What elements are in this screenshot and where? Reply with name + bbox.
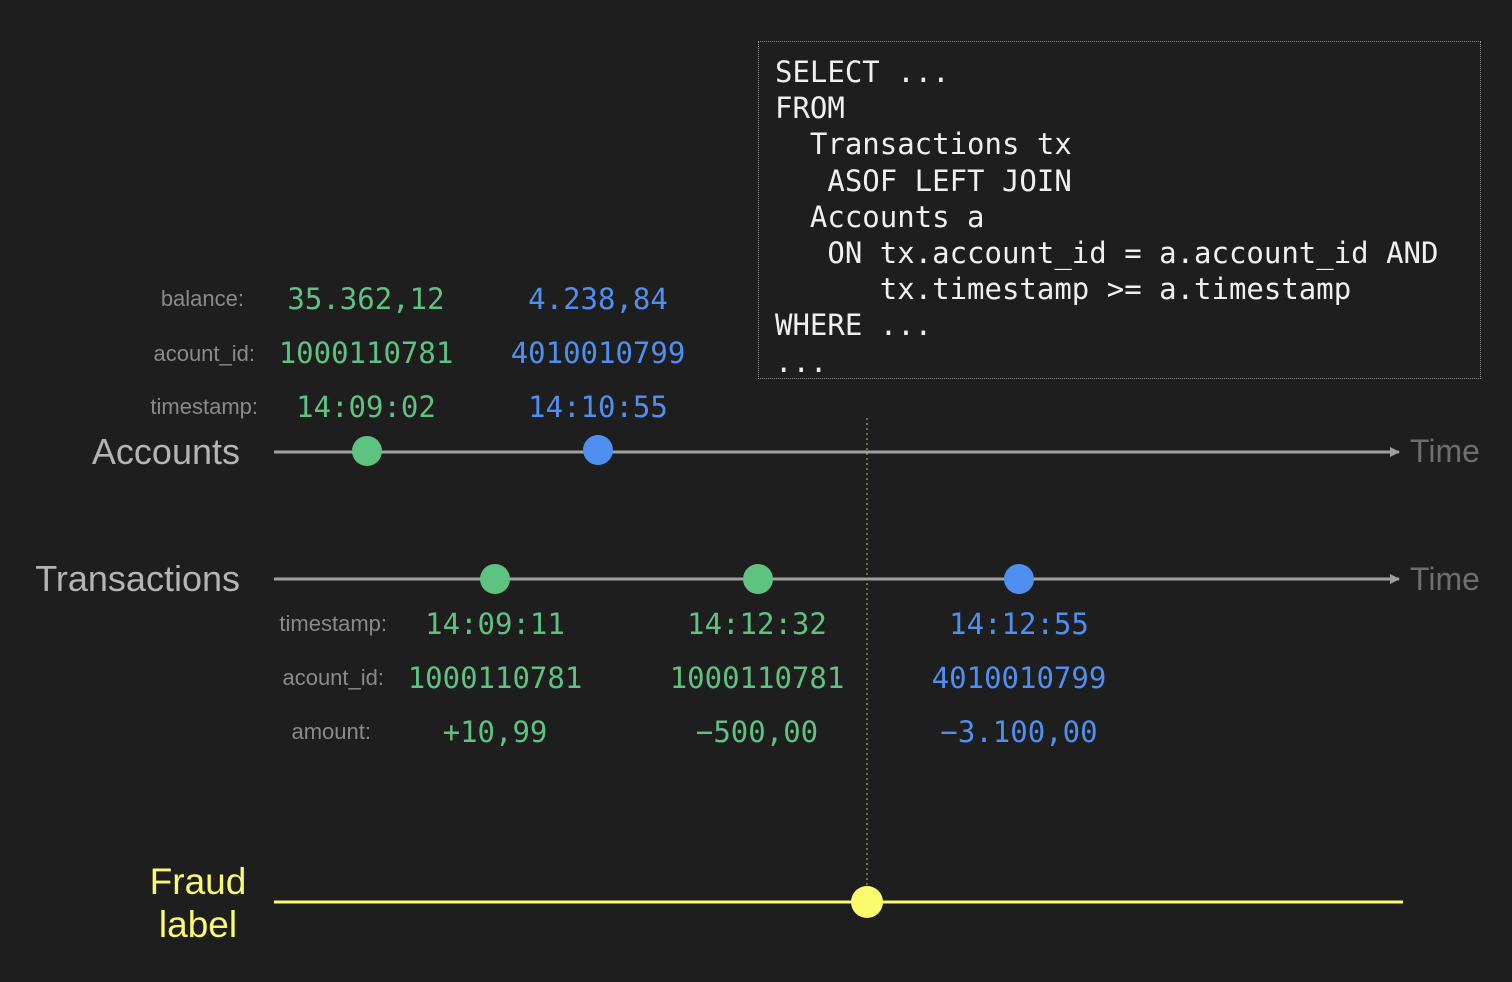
fraud-label-title-line1: Fraud	[150, 861, 247, 902]
sql-line: Accounts a	[775, 199, 985, 234]
sql-line: FROM	[775, 91, 845, 126]
account-event-2-timestamp: 14:10:55	[528, 390, 668, 424]
transaction-event-3-account-id: 4010010799	[932, 661, 1107, 695]
sql-line: Transactions tx	[775, 127, 1072, 162]
fraud-label-dot	[851, 886, 883, 918]
account-event-2-dot	[583, 435, 613, 465]
transaction-event-2-amount: −500,00	[696, 715, 818, 749]
transaction-event-1-account-id: 1000110781	[408, 661, 583, 695]
accounts-account-id-label: acount_id:	[153, 341, 255, 366]
transaction-event-3-dot	[1004, 564, 1034, 594]
account-event-2-balance: 4.238,84	[528, 282, 668, 316]
transactions-account-id-label: acount_id:	[282, 665, 384, 690]
sql-query-box: SELECT ... FROM Transactions tx ASOF LEF…	[758, 41, 1481, 379]
sql-line: ASOF LEFT JOIN	[775, 163, 1072, 198]
accounts-balance-label: balance:	[161, 286, 244, 311]
transaction-event-1-dot	[480, 564, 510, 594]
accounts-timestamp-label: timestamp:	[150, 394, 258, 419]
transaction-event-2-dot	[743, 564, 773, 594]
sql-line: ...	[775, 344, 828, 379]
account-event-2-account-id: 4010010799	[511, 336, 686, 370]
account-event-1-timestamp: 14:09:02	[296, 390, 436, 424]
transactions-amount-label: amount:	[292, 719, 372, 744]
account-event-1-dot	[352, 436, 382, 466]
accounts-time-label: Time	[1410, 433, 1480, 469]
transactions-time-label: Time	[1410, 561, 1480, 597]
transaction-event-1-timestamp: 14:09:11	[425, 607, 565, 641]
transaction-event-3-amount: −3.100,00	[940, 715, 1097, 749]
transaction-event-2-account-id: 1000110781	[670, 661, 845, 695]
accounts-row-title: Accounts	[92, 431, 240, 472]
sql-line: ON tx.account_id = a.account_id AND	[775, 236, 1439, 271]
account-event-1-account-id: 1000110781	[279, 336, 454, 370]
transaction-event-2-timestamp: 14:12:32	[687, 607, 827, 641]
sql-line: tx.timestamp >= a.timestamp	[775, 272, 1352, 307]
sql-line: WHERE ...	[775, 308, 933, 343]
transactions-timestamp-label: timestamp:	[279, 611, 387, 636]
transaction-event-1-amount: +10,99	[443, 715, 548, 749]
transactions-row-title: Transactions	[35, 558, 240, 599]
sql-line: SELECT ...	[775, 55, 950, 89]
account-event-1-balance: 35.362,12	[287, 282, 444, 316]
fraud-label-title-line2: label	[159, 904, 237, 945]
transaction-event-3-timestamp: 14:12:55	[949, 607, 1089, 641]
